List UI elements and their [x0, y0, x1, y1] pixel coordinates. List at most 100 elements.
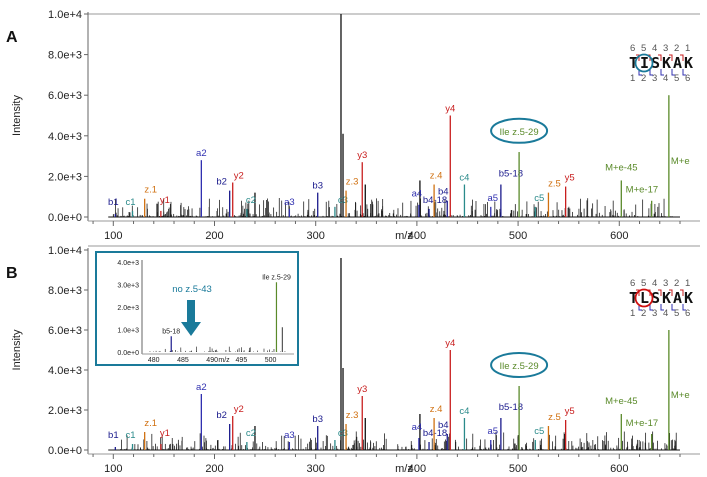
peak-label: b5-18 [499, 168, 523, 179]
peak-label: b3 [312, 414, 323, 425]
zoom-inset: 0.0e+0 1.0e+3 2.0e+3 3.0e+3 4.0e+3 480 485 490 4… [95, 251, 299, 366]
peak-label: a3 [284, 430, 295, 441]
peak-label: b1 [108, 197, 119, 208]
peak-label: c4 [459, 173, 469, 184]
inset-peak-label: b5-18 [162, 328, 180, 335]
fragment-bracket [649, 304, 653, 311]
inset-x-axis-label: m/z [218, 357, 230, 364]
x-tick-label: 400 [408, 230, 426, 242]
x-tick-label: 400 [408, 463, 426, 475]
peak-label: b1 [108, 430, 119, 441]
peak-label: y2 [234, 404, 244, 415]
y-axis-label: Intensity [11, 95, 23, 136]
peak-label: a3 [284, 197, 295, 208]
peak-label: c5 [534, 426, 544, 437]
fragment-bracket [671, 304, 675, 311]
peak-label: c2 [246, 428, 256, 439]
peak-label: M+e-45 [605, 396, 637, 407]
inset-annotation: no z.5-43 [172, 284, 212, 295]
sequence-residue: K [684, 54, 693, 72]
fragment-number-top: 2 [674, 43, 679, 54]
fragment-bracket [658, 54, 662, 61]
x-axis-label: m/z [395, 463, 413, 475]
fragment-number-top: 1 [685, 278, 690, 289]
peak-label: c5 [534, 193, 544, 204]
fragment-number-bottom: 5 [674, 308, 679, 319]
x-tick-label: 300 [307, 230, 325, 242]
sequence-residue: L [640, 289, 649, 307]
fragment-number-bottom: 1 [630, 308, 635, 319]
inset-peak-label: Ile z.5-29 [262, 274, 291, 281]
fragment-bracket [682, 304, 686, 311]
fragment-number-bottom: 2 [641, 73, 646, 84]
panel-label: A [6, 29, 18, 46]
peak-label: b4-18 [423, 195, 447, 206]
fragment-number-top: 4 [652, 278, 657, 289]
peak-label: a2 [196, 148, 207, 159]
peak-label: b5-18 [499, 402, 523, 413]
peak-label: M+e [671, 390, 690, 401]
y-tick-label: 6.0e+3 [48, 325, 82, 337]
sequence-residue: I [640, 54, 649, 72]
spectrum-panel-b: B 0.0e+0 2.0e+3 4.0e+3 6.0e+3 8.0e+3 1.0e+4 100… [6, 245, 700, 475]
peak-label: b4 [438, 187, 449, 198]
inset-y-tick-label: 3.0e+3 [117, 283, 139, 290]
peak-label: y5 [565, 406, 575, 417]
peak-label: y3 [357, 150, 367, 161]
fragment-number-bottom: 3 [652, 308, 657, 319]
fragment-number-bottom: 4 [663, 308, 668, 319]
residue-highlight-circle [634, 288, 654, 308]
peak-label: z.1 [144, 185, 157, 196]
peak-label: M+e [671, 156, 690, 167]
fragment-number-top: 5 [641, 278, 646, 289]
x-tick-label: 600 [610, 463, 628, 475]
fragment-number-top: 3 [663, 43, 668, 54]
fragment-number-top: 2 [674, 278, 679, 289]
y-tick-label: 6.0e+3 [48, 90, 82, 102]
peak-label: a5 [487, 426, 498, 437]
peak-label: z.3 [346, 177, 359, 188]
fragment-number-top: 5 [641, 43, 646, 54]
spectrum-panel-a: A 0.0e+0 2.0e+3 4.0e+3 6.0e+3 8.0e+3 1.0e+4 100… [6, 9, 700, 242]
fragment-bracket [636, 54, 640, 61]
x-tick-label: 100 [104, 230, 122, 242]
inset-x-tick-label: 495 [236, 357, 248, 364]
peak-label: c1 [126, 430, 136, 441]
inset-y-tick-label: 0.0e+0 [117, 350, 139, 357]
fragment-bracket [660, 304, 664, 311]
fragment-number-top: 6 [630, 43, 635, 54]
y-tick-label: 8.0e+3 [48, 50, 82, 62]
peak-label: a4 [412, 422, 423, 433]
background-noise-peaks [112, 197, 673, 217]
peak-label: Ile z.5-29 [500, 361, 539, 372]
peak-label: c1 [126, 197, 136, 208]
inset-x-tick-label: 490 [206, 357, 218, 364]
fragment-number-bottom: 4 [663, 73, 668, 84]
y-tick-label: 4.0e+3 [48, 365, 82, 377]
y-tick-label: 1.0e+4 [48, 9, 82, 21]
peptide-sequence-diagram: T I S K A K6 5 4 3 2 11 2 3 4 5 6 [629, 43, 693, 84]
highlight-ellipse [490, 352, 549, 378]
sequence-residue: K [662, 289, 671, 307]
peak-label: y4 [445, 338, 455, 349]
peak-label: a4 [412, 189, 423, 200]
fragment-bracket [649, 69, 653, 76]
fragment-bracket [636, 289, 640, 296]
peak-label: z.5 [548, 179, 561, 190]
sequence-residue: A [673, 54, 682, 72]
fragment-bracket [680, 54, 684, 61]
x-tick-label: 300 [307, 463, 325, 475]
peak-label: Ile z.5-29 [500, 127, 539, 138]
peak-label: b3 [312, 181, 323, 192]
fragment-number-bottom: 2 [641, 308, 646, 319]
fragment-number-bottom: 6 [685, 308, 690, 319]
peak-label: z.1 [144, 418, 157, 429]
fragment-number-bottom: 6 [685, 73, 690, 84]
peak-label: a2 [196, 382, 207, 393]
fragment-bracket [671, 69, 675, 76]
sequence-residue: K [684, 289, 693, 307]
sequence-residue: S [651, 289, 660, 307]
x-tick-label: 200 [205, 230, 223, 242]
inset-y-tick-label: 2.0e+3 [117, 305, 139, 312]
x-tick-label: 600 [610, 230, 628, 242]
